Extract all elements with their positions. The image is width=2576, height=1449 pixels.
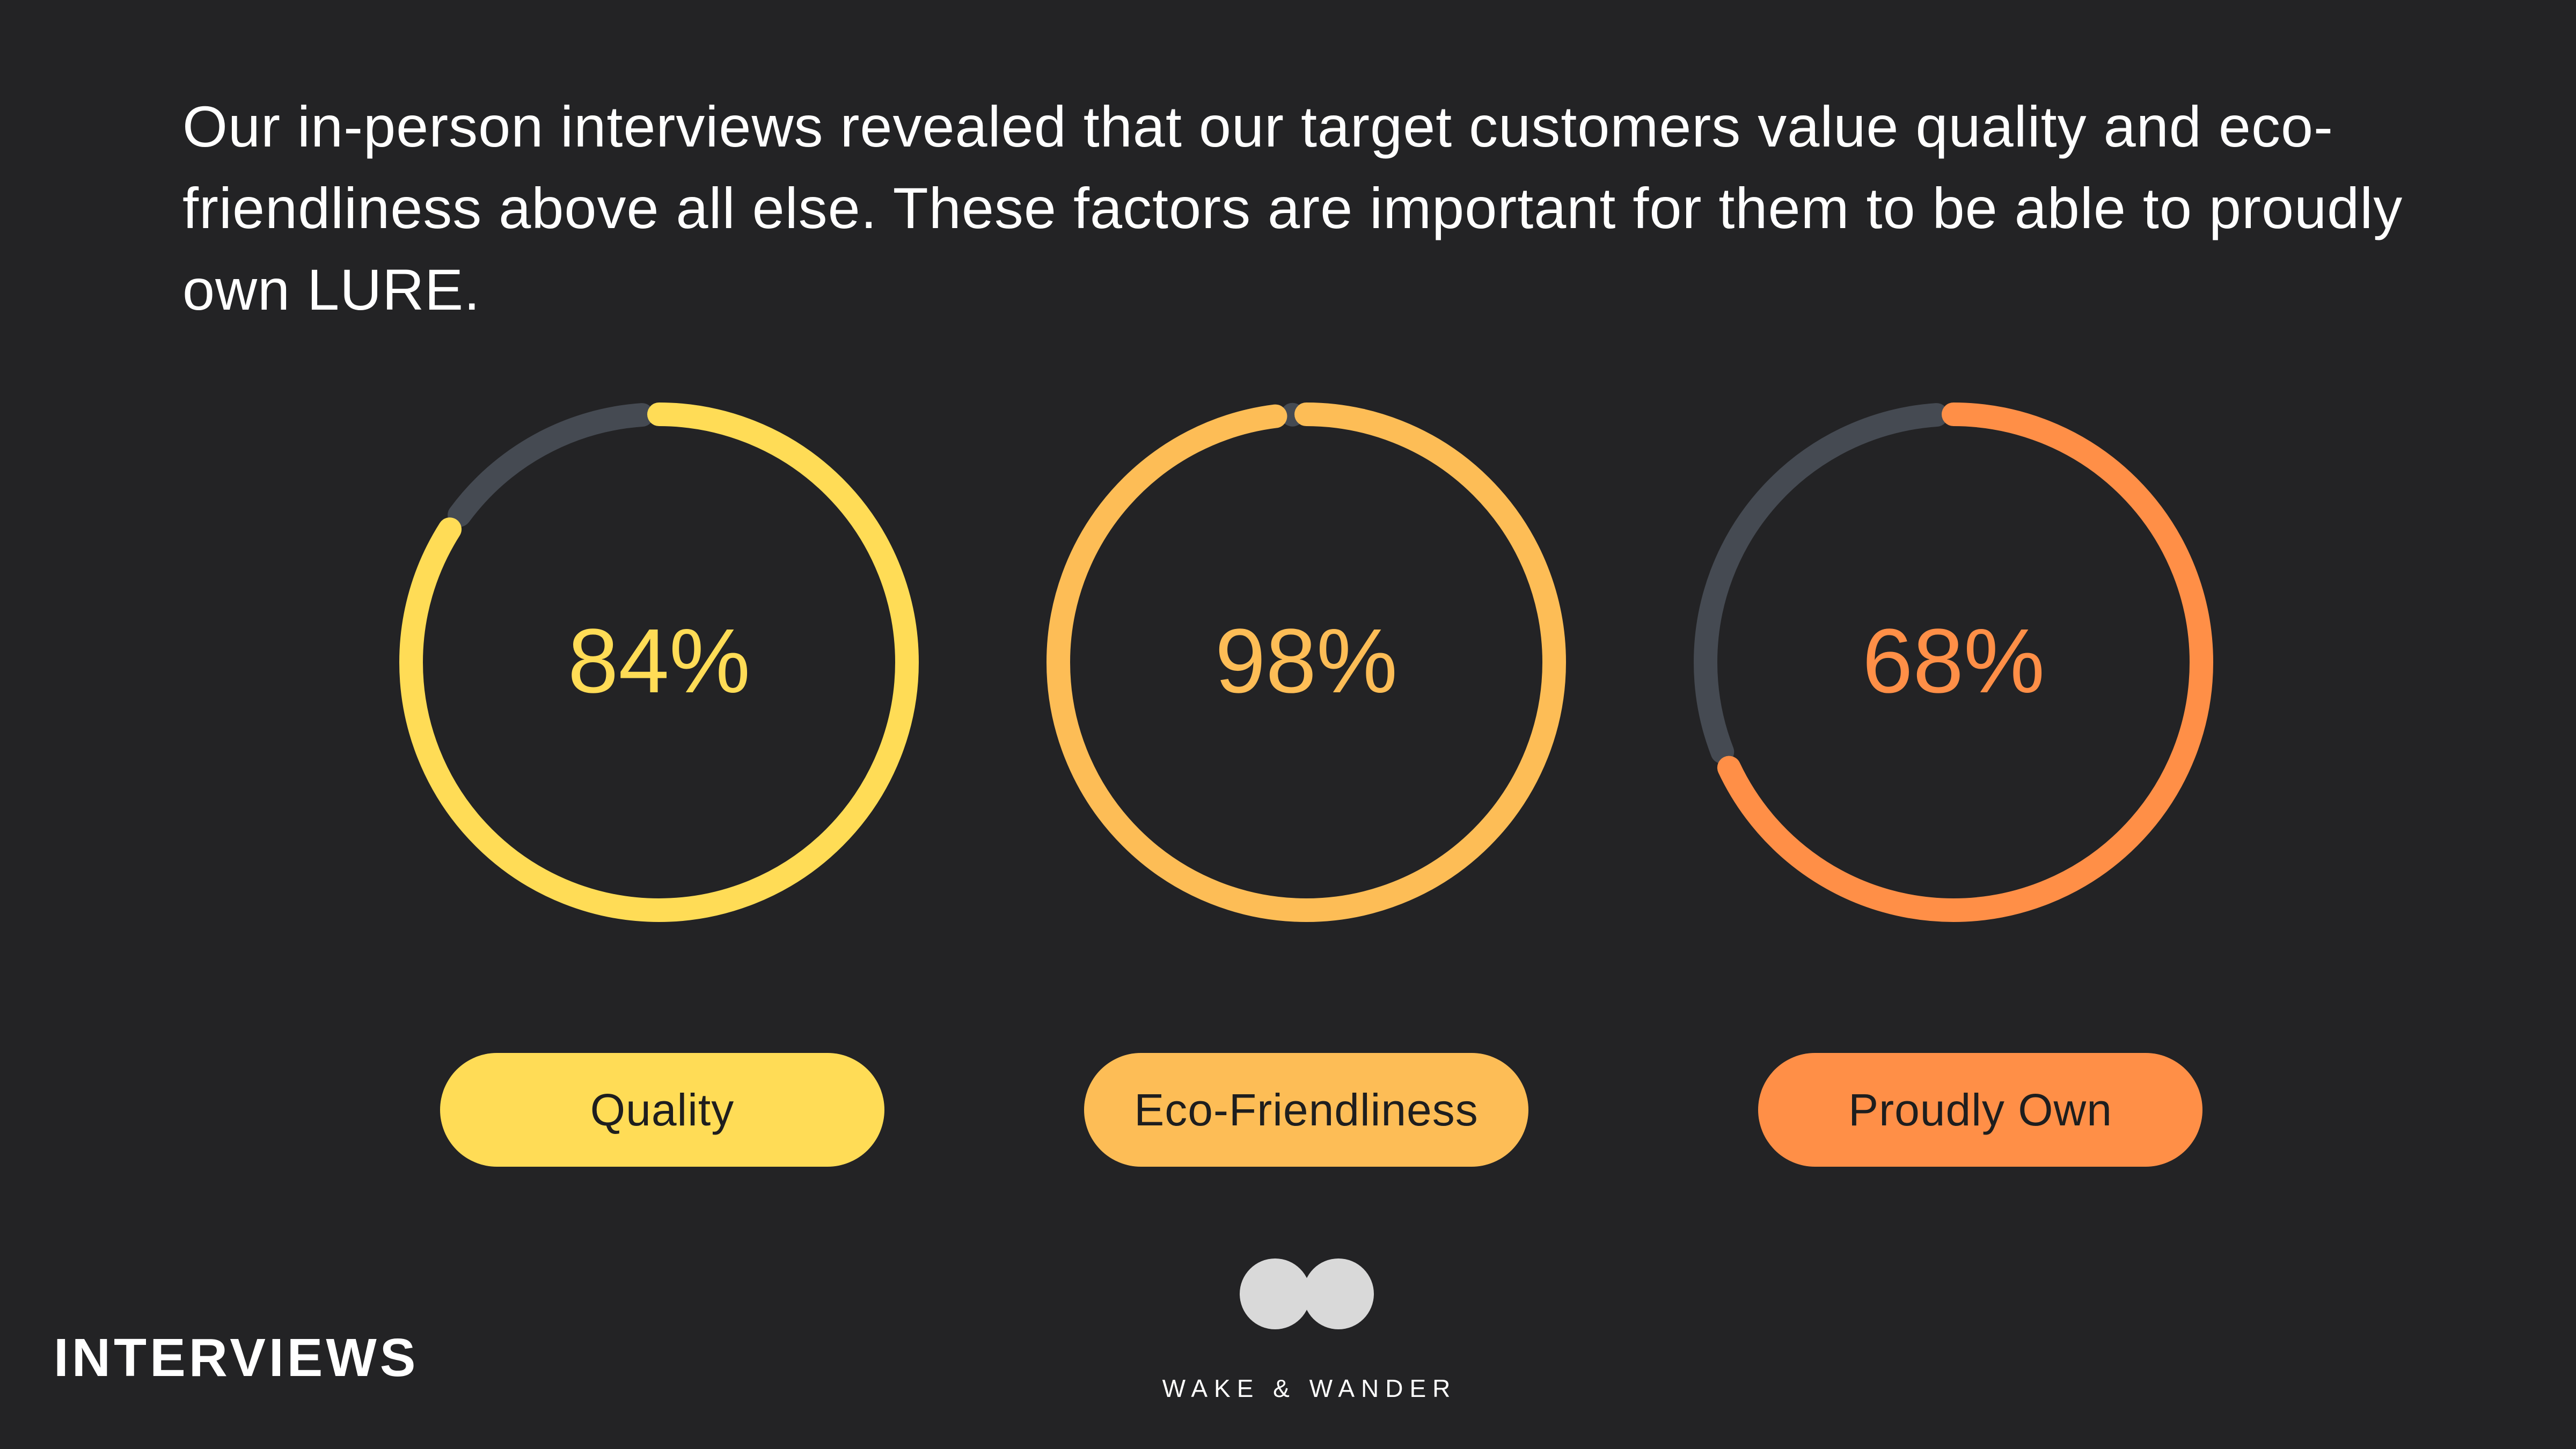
logo-left-circle bbox=[1240, 1258, 1311, 1329]
donut-value-arc-eco-friendliness bbox=[1046, 402, 1566, 922]
pill-label-eco-friendliness: Eco-Friendliness bbox=[1134, 1084, 1479, 1135]
donut-proudly-own bbox=[1694, 402, 2213, 922]
donut-track-proudly-own bbox=[1694, 402, 2213, 922]
pill-label-proudly-own: Proudly Own bbox=[1848, 1084, 2112, 1135]
intro-paragraph: Our in-person interviews revealed that o… bbox=[182, 94, 2403, 322]
donut-quality bbox=[399, 402, 919, 922]
section-title: INTERVIEWS bbox=[54, 1328, 419, 1388]
label-pill-quality: Quality bbox=[440, 1053, 884, 1167]
logo-right-circle bbox=[1303, 1258, 1374, 1329]
donut-value-arc-quality bbox=[399, 402, 919, 922]
donut-eco-friendliness bbox=[1046, 402, 1566, 922]
label-pill-eco-friendliness: Eco-Friendliness bbox=[1084, 1053, 1528, 1167]
donut-value-label-proudly-own: 68% bbox=[1862, 610, 2045, 712]
label-pill-proudly-own: Proudly Own bbox=[1758, 1053, 2202, 1167]
brand-name: WAKE & WANDER bbox=[1162, 1374, 1457, 1402]
donut-value-label-quality: 84% bbox=[568, 610, 750, 712]
brand-logo-icon bbox=[1234, 1258, 1379, 1334]
donut-value-label-eco-friendliness: 98% bbox=[1215, 610, 1397, 712]
pill-label-quality: Quality bbox=[590, 1084, 735, 1135]
donut-value-arc-proudly-own bbox=[1694, 402, 2213, 922]
